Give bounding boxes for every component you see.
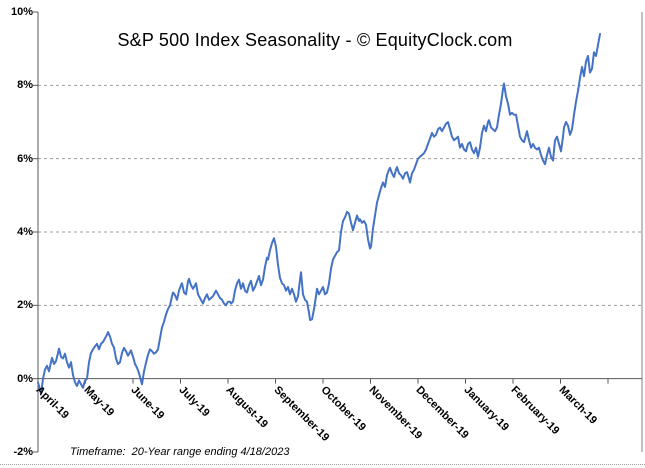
timeframe-note: Timeframe: 20-Year range ending 4/18/202… <box>70 446 290 458</box>
y-axis-tick-label: 0% <box>17 372 33 385</box>
chart-title: S&P 500 Index Seasonality - © EquityCloc… <box>117 30 513 50</box>
y-axis-tick-label: 8% <box>17 79 33 92</box>
y-axis-tick-label: -2% <box>13 446 33 458</box>
y-axis-tick-label: 6% <box>17 152 33 165</box>
y-axis-tick-label: 4% <box>17 226 33 238</box>
chart-border <box>0 464 645 465</box>
y-axis-tick-label: 10% <box>10 6 33 18</box>
y-axis-tick-label: 2% <box>17 299 33 312</box>
